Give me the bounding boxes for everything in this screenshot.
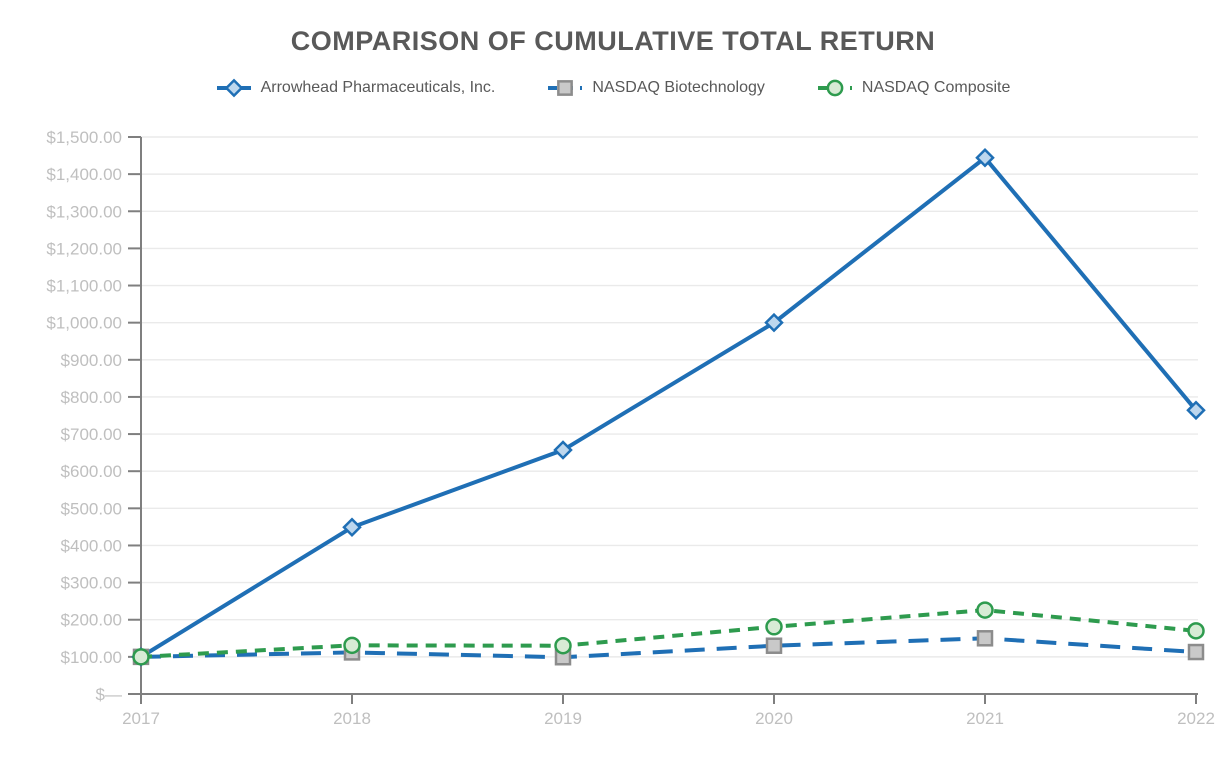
legend-item-arrowhead: Arrowhead Pharmaceuticals, Inc. [216,78,496,98]
y-tick-label: $1,300.00 [46,202,122,221]
legend-square-marker-icon [548,80,583,96]
y-tick-label: $100.00 [61,648,122,667]
legend-circle-marker-icon [817,79,852,97]
data-point-circle [554,636,572,655]
x-tick-label: 2017 [122,709,160,728]
data-point-diamond [1186,400,1206,421]
y-tick-label: $— [96,685,122,704]
data-point-circle [1187,622,1205,640]
x-tick-label: 2018 [333,709,371,728]
data-point-square [976,630,994,647]
chart-legend: Arrowhead Pharmaceuticals, Inc. NASDAQ B… [0,78,1226,98]
y-tick-label: $400.00 [61,536,122,555]
legend-label-nasdaq-biotechnology: NASDAQ Biotechnology [592,79,765,96]
y-tick-label: $700.00 [61,425,122,444]
y-tick-label: $800.00 [61,388,122,407]
y-tick-label: $200.00 [61,611,122,630]
legend-label-arrowhead: Arrowhead Pharmaceuticals, Inc. [260,79,496,96]
series-line-1 [140,636,1197,660]
data-point-circle [343,636,361,655]
data-point-circle [826,79,844,97]
data-point-circle [765,618,783,636]
x-tick-label: 2022 [1177,709,1215,728]
y-tick-label: $300.00 [61,574,122,593]
x-tick-label: 2019 [544,709,582,728]
data-point-square [1187,643,1205,661]
x-tick-label: 2021 [966,709,1004,728]
series-line-0 [139,155,1198,659]
chart-title: COMPARISON OF CUMULATIVE TOTAL RETURN [290,26,936,56]
legend-item-nasdaq-composite: NASDAQ Composite [817,78,1011,98]
legend-diamond-marker-icon [216,78,251,98]
data-point-diamond [553,440,573,460]
data-point-square [765,637,783,654]
data-point-circle [132,648,150,666]
y-tick-label: $1,100.00 [46,277,122,296]
x-tick-label: 2020 [755,709,793,728]
data-point-diamond [224,78,243,98]
data-point-diamond [975,148,995,168]
y-tick-label: $600.00 [61,462,122,481]
y-tick-label: $1,200.00 [46,239,122,258]
y-tick-label: $1,000.00 [46,314,122,333]
series-line-2 [140,608,1197,659]
legend-item-nasdaq-biotechnology: NASDAQ Biotechnology [547,78,765,98]
data-point-square [557,80,574,96]
y-tick-label: $900.00 [61,351,122,370]
y-tick-label: $500.00 [61,499,122,518]
data-point-circle [976,601,994,619]
y-tick-label: $1,400.00 [46,165,122,184]
data-point-diamond [342,517,362,538]
legend-label-nasdaq-composite: NASDAQ Composite [861,79,1011,96]
y-tick-label: $1,500.00 [46,128,122,147]
data-point-diamond [764,312,784,333]
